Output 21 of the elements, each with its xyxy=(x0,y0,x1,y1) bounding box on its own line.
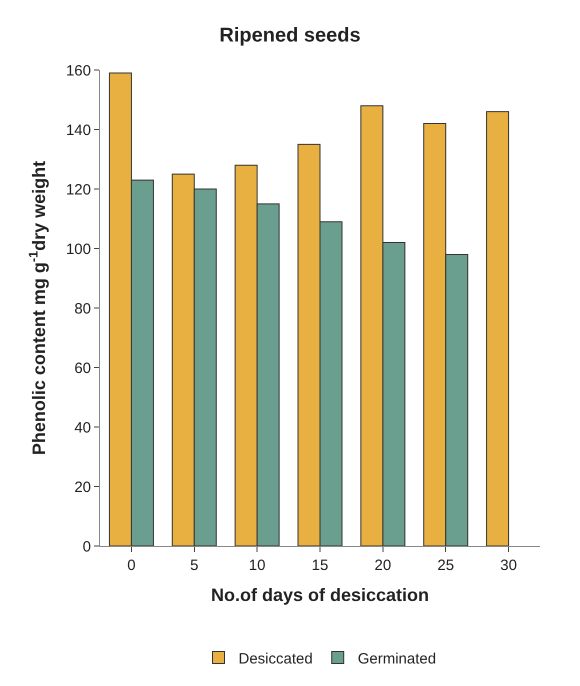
y-tick-label: 0 xyxy=(82,538,91,556)
y-tick-label: 80 xyxy=(74,300,91,318)
x-tick-label: 15 xyxy=(312,557,328,574)
x-tick-label: 25 xyxy=(437,557,454,574)
y-tick-label: 20 xyxy=(74,478,91,496)
y-tick-label: 120 xyxy=(66,181,91,198)
legend-label: Germinated xyxy=(358,650,436,668)
x-tick-label: 0 xyxy=(127,557,136,574)
y-tick-label: 160 xyxy=(66,62,91,80)
y-tick-label: 100 xyxy=(66,240,91,258)
y-tick-label: 40 xyxy=(74,419,91,436)
y-tick-label: 140 xyxy=(66,122,91,139)
x-tick-label: 30 xyxy=(500,557,517,574)
legend-label: Desiccated xyxy=(238,650,313,668)
chart-title: Ripened seeds xyxy=(219,24,361,46)
x-tick-label: 20 xyxy=(374,557,392,574)
x-tick-label: 5 xyxy=(190,557,198,574)
x-axis-title: No.of days of desiccation xyxy=(210,585,430,606)
x-tick-label: 10 xyxy=(248,557,266,574)
bar xyxy=(486,111,510,546)
y-tick-label: 60 xyxy=(74,360,91,377)
